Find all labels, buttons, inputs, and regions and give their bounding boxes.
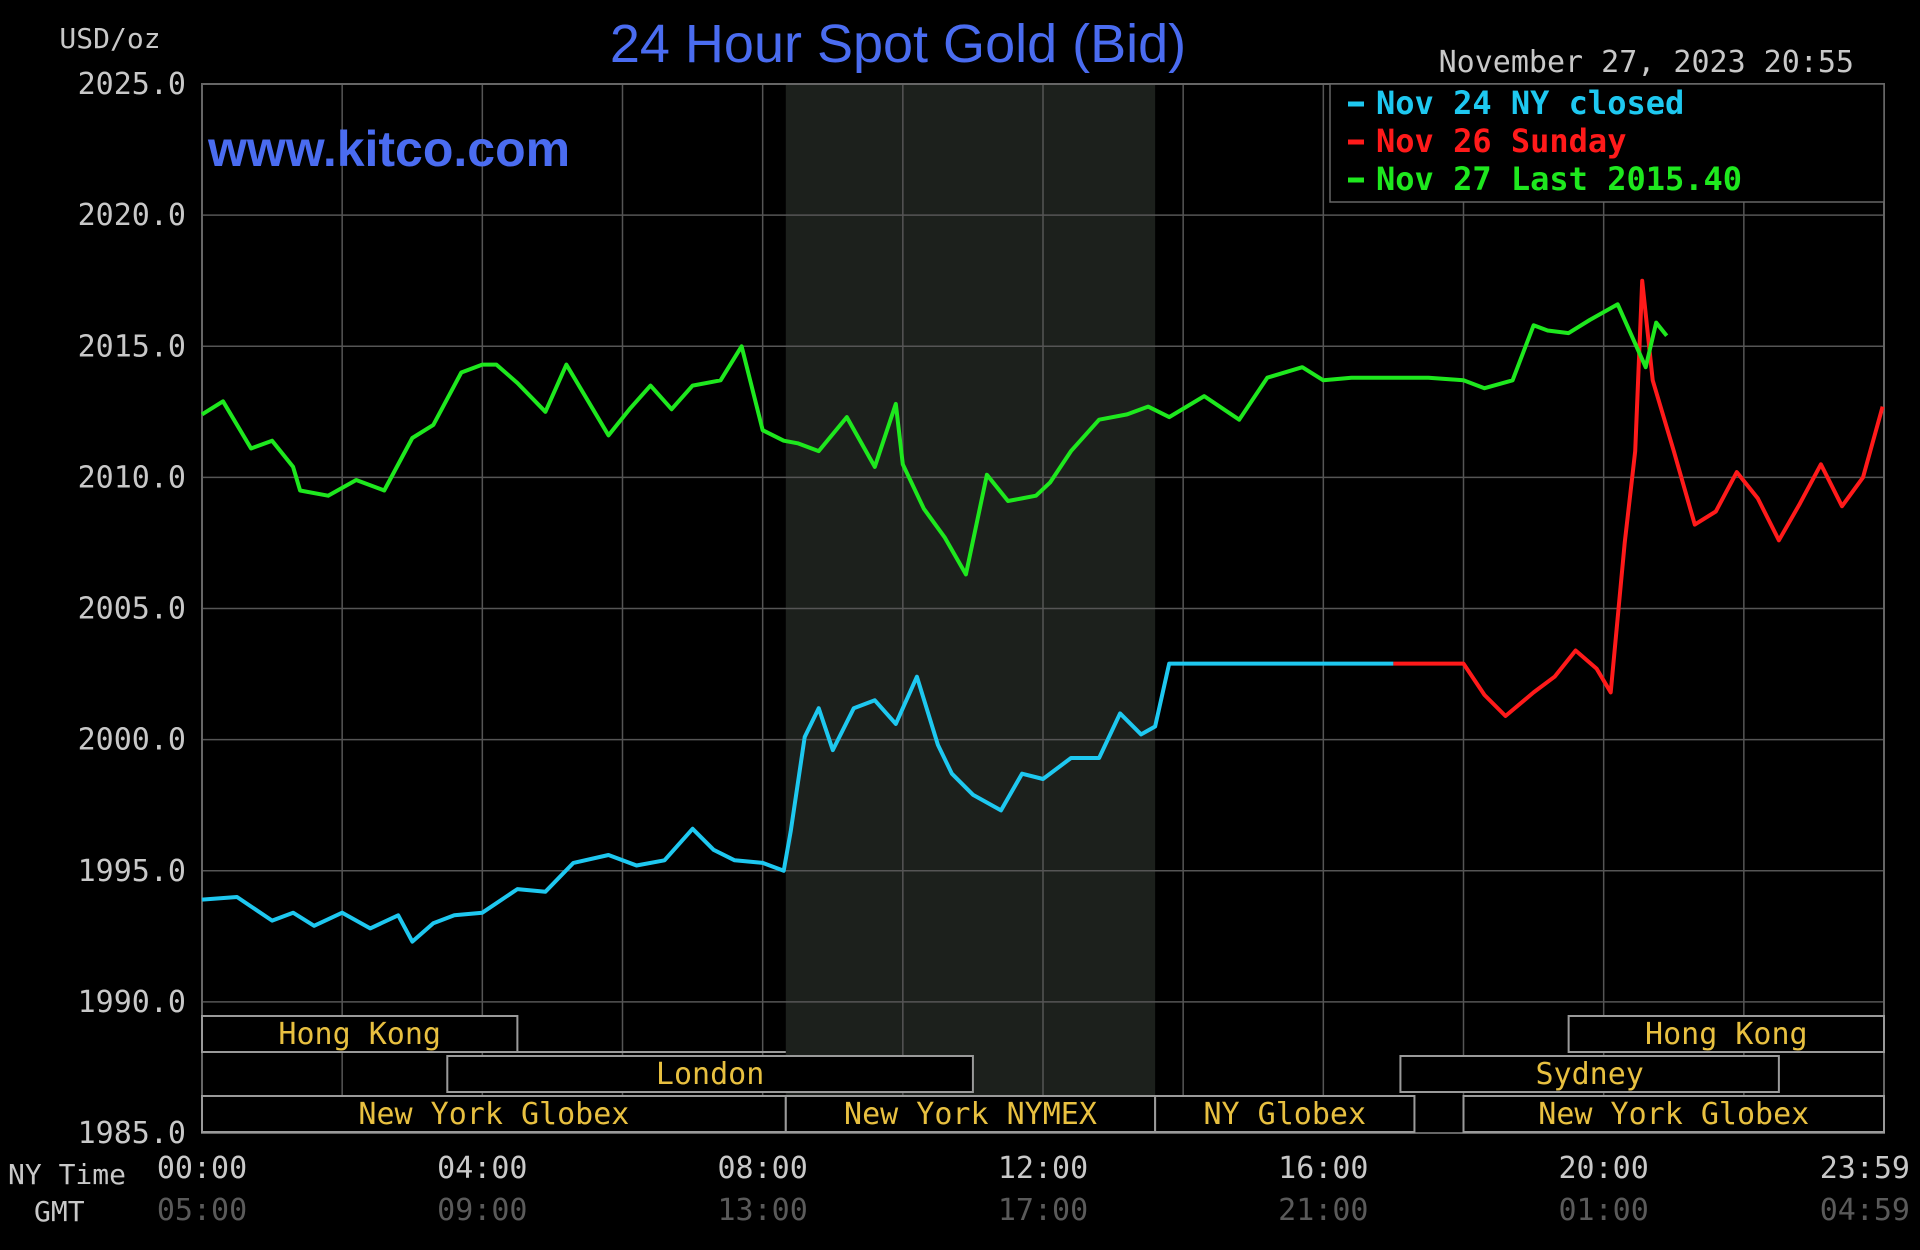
kitco-watermark: www.kitco.com bbox=[207, 121, 570, 177]
x-tick-label-gmt: 09:00 bbox=[437, 1193, 527, 1228]
y-tick-label: 1985.0 bbox=[78, 1116, 186, 1151]
y-tick-label: 2025.0 bbox=[78, 67, 186, 102]
session-label-bottom: New York NYMEX bbox=[844, 1097, 1097, 1132]
chart-timestamp: November 27, 2023 20:55 bbox=[1439, 45, 1854, 80]
session-box-bottom bbox=[1154, 1095, 1416, 1133]
x-tick-label-ny: 16:00 bbox=[1278, 1151, 1368, 1186]
session-label-top: Hong Kong bbox=[1645, 1017, 1808, 1052]
x-tick-label-gmt: 05:00 bbox=[157, 1193, 247, 1228]
x-axis-ny-time-label: NY Time bbox=[8, 1158, 126, 1191]
series-line bbox=[1393, 278, 1885, 718]
session-label-bottom: NY Globex bbox=[1204, 1097, 1367, 1132]
session-box-top bbox=[1567, 1015, 1885, 1053]
legend-label: Nov 26 Sunday bbox=[1376, 122, 1626, 160]
session-label-top: Hong Kong bbox=[278, 1017, 441, 1052]
session-box-middle bbox=[1399, 1055, 1780, 1093]
session-label-middle: London bbox=[656, 1057, 764, 1092]
chart-title: 24 Hour Spot Gold (Bid) bbox=[610, 14, 1186, 74]
y-tick-label: 2005.0 bbox=[78, 592, 186, 627]
x-tick-label-gmt: 01:00 bbox=[1559, 1193, 1649, 1228]
session-label-bottom: New York Globex bbox=[358, 1097, 629, 1132]
series-line bbox=[200, 302, 1669, 577]
x-tick-label-gmt: 13:00 bbox=[718, 1193, 808, 1228]
x-tick-label-gmt: 17:00 bbox=[998, 1193, 1088, 1228]
session-box-bottom bbox=[784, 1095, 1157, 1133]
series-line bbox=[201, 661, 1394, 944]
y-tick-label: 2020.0 bbox=[78, 198, 186, 233]
y-tick-label: 1995.0 bbox=[78, 854, 186, 889]
session-label-bottom: New York Globex bbox=[1538, 1097, 1809, 1132]
x-axis-gmt-label: GMT bbox=[34, 1195, 85, 1228]
legend-label: Nov 27 Last 2015.40 bbox=[1376, 160, 1742, 198]
y-tick-label: 2000.0 bbox=[78, 723, 186, 758]
x-tick-label-ny: 00:00 bbox=[157, 1151, 247, 1186]
legend-box bbox=[1329, 83, 1885, 203]
x-tick-label-ny: 04:00 bbox=[437, 1151, 527, 1186]
x-tick-label-gmt: 04:59 bbox=[1820, 1193, 1910, 1228]
session-label-middle: Sydney bbox=[1535, 1057, 1643, 1092]
session-box-bottom bbox=[1462, 1095, 1885, 1133]
x-tick-label-ny: 20:00 bbox=[1559, 1151, 1649, 1186]
y-axis-unit-label: USD/oz bbox=[59, 22, 160, 55]
session-box-middle bbox=[446, 1055, 974, 1093]
y-tick-label: 1990.0 bbox=[78, 985, 186, 1020]
y-tick-label: 2010.0 bbox=[78, 460, 186, 495]
session-box-bottom bbox=[201, 1095, 787, 1133]
x-tick-label-ny: 12:00 bbox=[998, 1151, 1088, 1186]
x-tick-label-ny: 08:00 bbox=[718, 1151, 808, 1186]
y-tick-label: 2015.0 bbox=[78, 329, 186, 364]
x-tick-label-ny: 23:59 bbox=[1820, 1151, 1910, 1186]
legend-label: Nov 24 NY closed bbox=[1376, 84, 1684, 122]
x-tick-label-gmt: 21:00 bbox=[1278, 1193, 1368, 1228]
